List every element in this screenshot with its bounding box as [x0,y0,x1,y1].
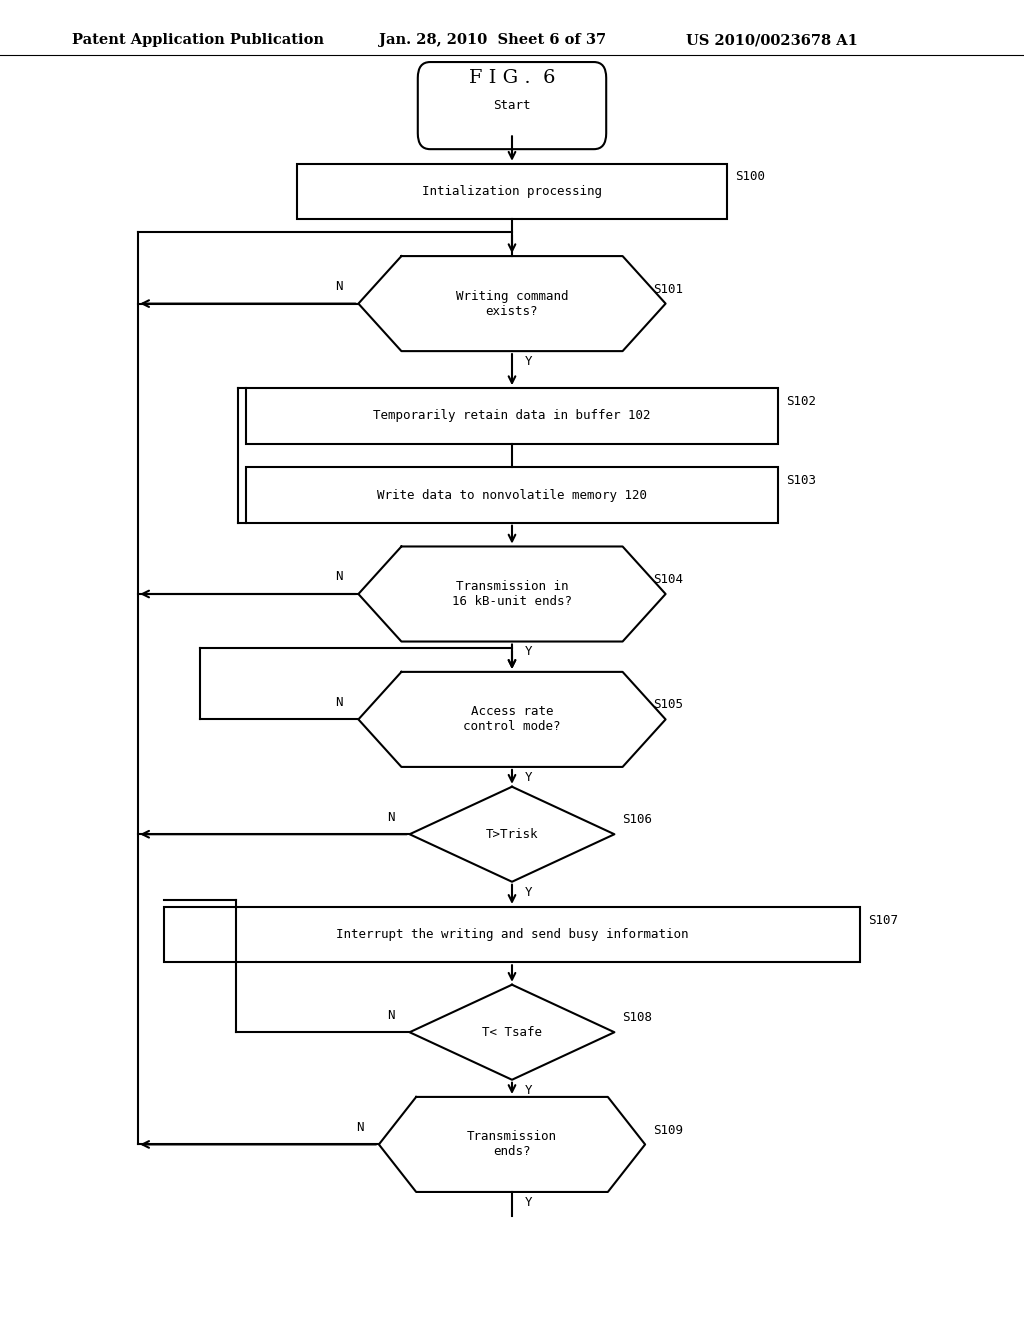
Bar [246,388,778,444]
Text: Write data to nonvolatile memory 120: Write data to nonvolatile memory 120 [377,488,647,502]
Text: N: N [336,696,343,709]
Text: Interrupt the writing and send busy information: Interrupt the writing and send busy info… [336,928,688,941]
Polygon shape [410,985,614,1080]
Text: S102: S102 [786,395,816,408]
FancyBboxPatch shape [418,62,606,149]
Text: Patent Application Publication: Patent Application Publication [72,33,324,48]
Text: Y: Y [524,886,531,899]
Text: S103: S103 [786,474,816,487]
Text: Y: Y [524,1196,531,1209]
Text: Y: Y [524,1084,531,1097]
Text: S109: S109 [653,1123,683,1137]
Bar [164,907,860,962]
Text: Transmission
ends?: Transmission ends? [467,1130,557,1159]
Text: T>Trisk: T>Trisk [485,828,539,841]
Text: S101: S101 [653,282,683,296]
Polygon shape [358,672,666,767]
Polygon shape [358,546,666,642]
Text: S108: S108 [623,1011,652,1024]
Text: S104: S104 [653,573,683,586]
Text: S100: S100 [735,170,765,183]
Text: Temporarily retain data in buffer 102: Temporarily retain data in buffer 102 [374,409,650,422]
Text: Jan. 28, 2010  Sheet 6 of 37: Jan. 28, 2010 Sheet 6 of 37 [379,33,606,48]
Bar [246,467,778,523]
Text: N: N [387,1008,394,1022]
Text: Writing command
exists?: Writing command exists? [456,289,568,318]
Text: Transmission in
16 kB-unit ends?: Transmission in 16 kB-unit ends? [452,579,572,609]
Polygon shape [379,1097,645,1192]
Polygon shape [358,256,666,351]
Text: Access rate
control mode?: Access rate control mode? [463,705,561,734]
Text: Y: Y [524,645,531,659]
Text: Y: Y [524,771,531,784]
Text: N: N [356,1121,364,1134]
Polygon shape [410,787,614,882]
Text: S105: S105 [653,698,683,711]
Text: N: N [336,570,343,583]
Text: Start: Start [494,99,530,112]
Text: F I G .  6: F I G . 6 [469,69,555,87]
Text: Y: Y [524,355,531,368]
Text: Intialization processing: Intialization processing [422,185,602,198]
Text: US 2010/0023678 A1: US 2010/0023678 A1 [686,33,858,48]
Text: N: N [387,810,394,824]
Text: N: N [336,280,343,293]
Text: S107: S107 [868,913,898,927]
Bar [297,164,727,219]
Text: S106: S106 [623,813,652,826]
Text: T< Tsafe: T< Tsafe [482,1026,542,1039]
